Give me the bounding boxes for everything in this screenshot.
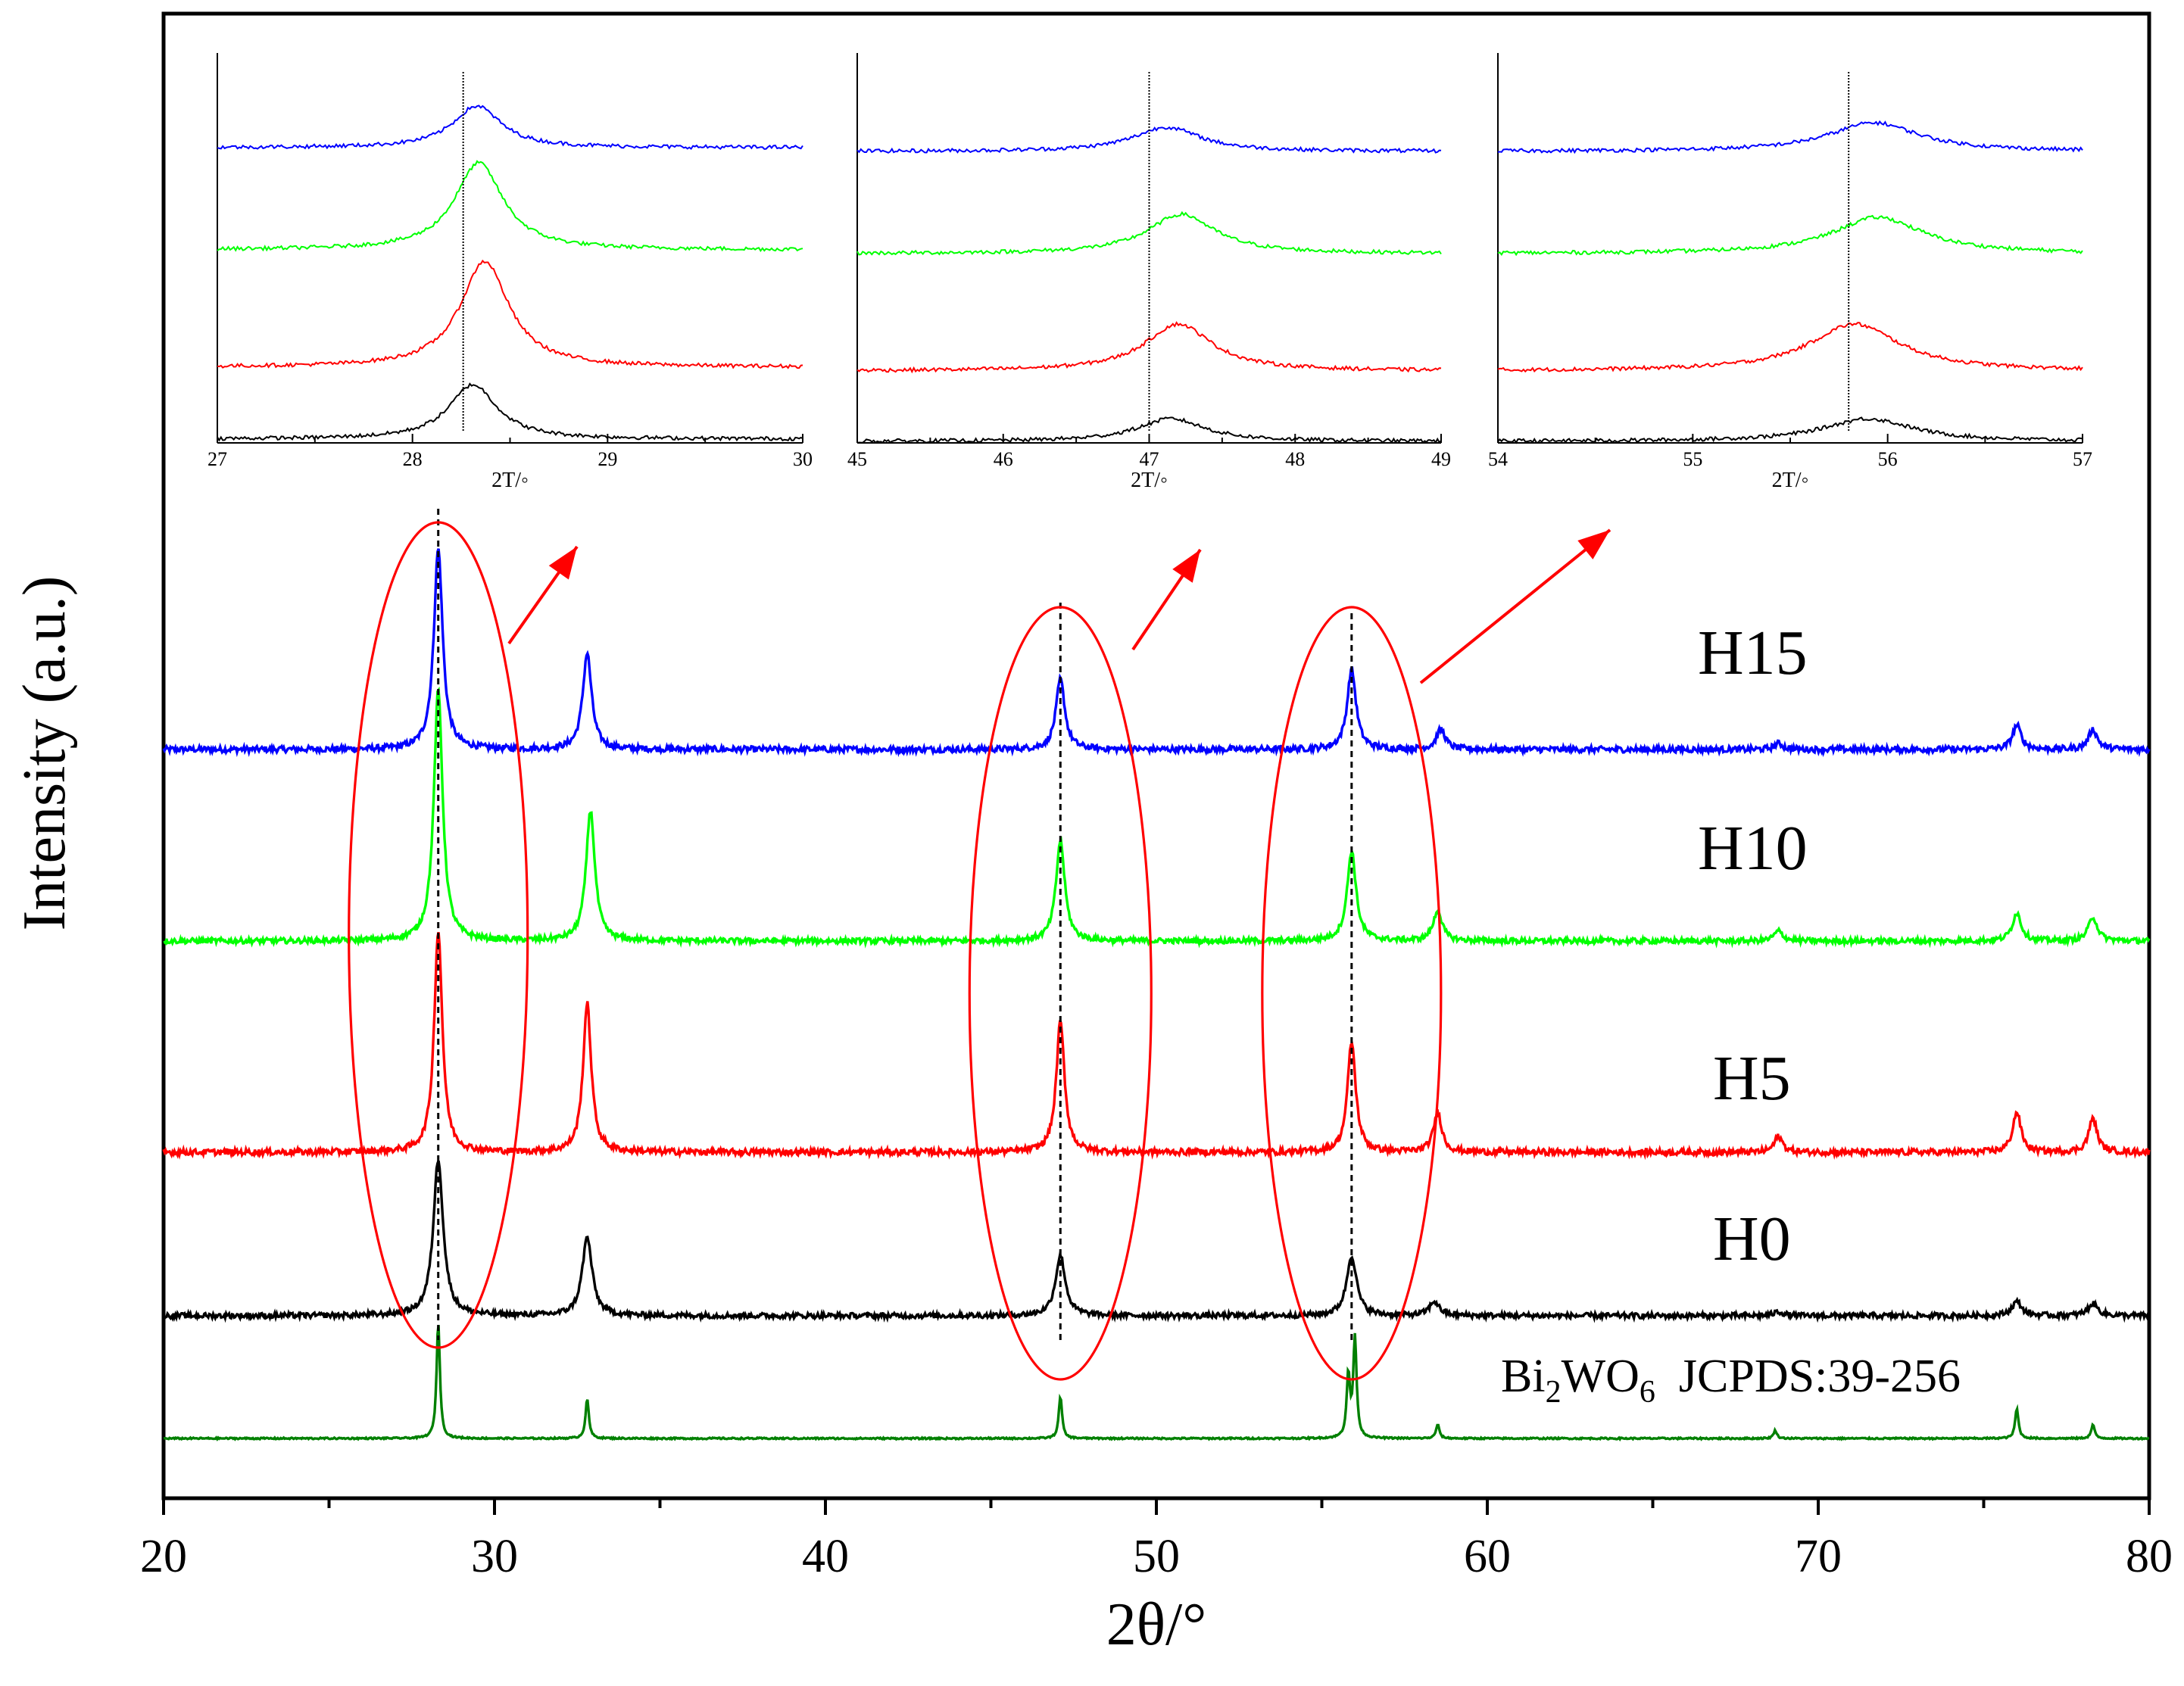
highlight-ellipses [348,521,1443,1381]
inset-2: 45 46 47 48 49 2T/◦ [847,53,1451,492]
inset-curve-h15 [1497,120,2083,154]
inset-curve-h10 [217,160,803,252]
ref-label-tail: JCPDS:39-256 [1655,1351,1961,1402]
inset-curve-h5 [856,321,1442,374]
ref-label-sub1: 2 [1546,1375,1562,1410]
label-h15: H15 [1698,618,1808,688]
inset-3: 54 55 56 57 2T/◦ [1488,53,2092,492]
inset-tick-label-55: 55 [1683,448,1702,470]
y-axis-title: Intensity (a.u.) [11,576,78,931]
plot-frame [161,11,2151,1501]
reference-lines [437,509,1353,1340]
inset-tick-label-30: 30 [793,448,813,470]
arrow-head-3 [1577,530,1610,559]
ref-label-base: Bi [1501,1351,1546,1402]
inset-tick-label-56: 56 [1878,448,1898,470]
inset-tick-label-57: 57 [2073,448,2092,470]
inset-tick-label-54: 54 [1488,448,1508,470]
inset-tick-label-45: 45 [847,448,867,470]
x-tick-label-20: 20 [140,1531,187,1582]
reference-label: Bi2WO6 JCPDS:39-256 [1501,1351,1961,1410]
x-tick-label-70: 70 [1795,1531,1842,1582]
series-line-h10 [163,686,2151,949]
highlight-arrows [507,528,1611,684]
arrow-head-2 [1172,550,1200,583]
inset-x-label: 2T/◦ [491,469,529,492]
inset-curve-h5 [217,259,803,369]
series-line-h0 [162,1160,2151,1323]
inset-tick-label-29: 29 [597,448,617,470]
x-axis-title: 2θ/° [1106,1591,1207,1658]
inset-curve-h0 [856,416,1442,444]
x-tick-label-40: 40 [802,1531,849,1582]
inset-tick-label-48: 48 [1285,448,1305,470]
series-group [162,548,2151,1442]
highlight-ellipse-1 [348,521,529,1349]
series-line-bi2wo6 [163,1325,2150,1442]
label-h5: H5 [1713,1043,1791,1114]
inset-x-label: 2T/◦ [1131,469,1168,492]
inset-tick-label-49: 49 [1431,448,1451,470]
series-line-h5 [162,932,2151,1161]
inset-1: 27 28 29 30 2T/◦ [207,53,813,492]
ref-label-mid: WO [1562,1351,1640,1402]
label-h10: H10 [1698,813,1808,884]
inset-tick-label-27: 27 [207,448,227,470]
inset-x-label: 2T/◦ [1772,469,1809,492]
inset-curve-h10 [856,210,1442,256]
series-line-h15 [162,548,2151,758]
inset-tick-label-28: 28 [403,448,423,470]
ref-label-sub2: 6 [1640,1375,1655,1410]
x-axis: 20 30 40 50 60 70 80 [140,1498,2173,1582]
insets-group: 27 28 29 30 2T/◦ 45 46 47 48 49 2T/◦ 54 55 56 57 2T/◦ [207,53,2092,492]
highlight-ellipse-3 [1261,606,1443,1381]
inset-curve-h15 [217,104,803,151]
arrow-head-1 [548,547,577,580]
label-h0: H0 [1713,1204,1791,1274]
inset-curve-h10 [1497,214,2083,257]
x-tick-label-50: 50 [1133,1531,1180,1582]
inset-tick-label-46: 46 [994,448,1013,470]
highlight-ellipse-2 [968,606,1153,1381]
inset-curve-h0 [1497,416,2083,444]
inset-tick-label-47: 47 [1140,448,1159,470]
x-tick-label-30: 30 [471,1531,518,1582]
arrow-shaft-3 [1419,528,1611,684]
x-tick-label-80: 80 [2126,1531,2173,1582]
inset-curve-h5 [1497,322,2083,373]
inset-curve-h0 [217,382,803,442]
x-tick-label-60: 60 [1464,1531,1511,1582]
